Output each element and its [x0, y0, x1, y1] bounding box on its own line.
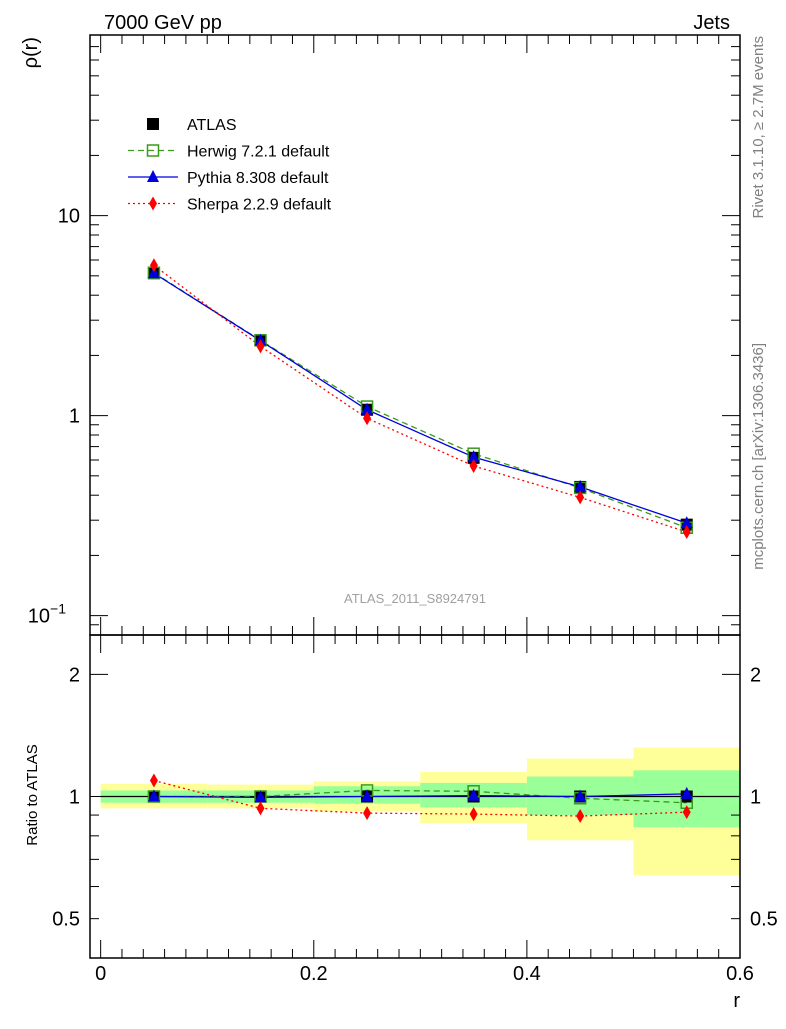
main-point-pythia-0: [147, 266, 160, 279]
main-point-sherpa-5: [682, 524, 691, 539]
ratio-point-sherpa-5: [682, 805, 691, 820]
main-point-sherpa-0: [149, 258, 158, 273]
ratio-series-line-herwig: [153, 789, 687, 804]
legend-marker-atlas: [147, 118, 159, 130]
ratio-series-line-pythia: [153, 793, 687, 799]
main-y-tick-exp-0: −1: [50, 601, 66, 617]
ratio-series-line-sherpa: [153, 779, 687, 817]
main-axes: 10−1 1 10: [28, 34, 741, 636]
main-series-line-sherpa: [153, 264, 687, 533]
legend-label-sherpa: Sherpa 2.2.9 default: [187, 197, 332, 214]
header-right: Jets: [693, 12, 730, 34]
main-series-line-herwig: [153, 272, 687, 529]
ratio-point-pythia-0: [147, 789, 160, 802]
ratio-y-tick-label-right-2: 2: [750, 664, 761, 686]
main-point-pythia-3: [467, 450, 480, 463]
ratio-point-pythia-1: [254, 790, 267, 803]
ratio-bands: [100, 747, 740, 876]
ratio-point-sherpa-4: [576, 809, 585, 824]
ratio-y-tick-label-left-1: 1: [69, 787, 80, 809]
ratio-point-sherpa-2: [363, 806, 372, 821]
ratio-point-pythia-2: [361, 789, 374, 802]
ratio-y-tick-label-left-0: 0.5: [52, 909, 80, 931]
main-point-sherpa-4: [576, 490, 585, 505]
legend-label-atlas: ATLAS: [187, 117, 237, 134]
legend-label-herwig: Herwig 7.2.1 default: [187, 144, 330, 161]
x-tick-label-3: 0.6: [726, 963, 754, 985]
legend-label-pythia: Pythia 8.308 default: [187, 170, 329, 187]
main-y-axis-label: ρ(r): [20, 37, 42, 68]
ratio-point-pythia-3: [467, 788, 480, 801]
ratio-point-pythia-5: [680, 786, 693, 799]
main-point-sherpa-1: [256, 339, 265, 354]
ratio-y-axis-label: Ratio to ATLAS: [24, 744, 41, 845]
ratio-axes: 0.5 0.5 1 1 2 2 0 0.2 0.4 0.6: [52, 634, 778, 985]
main-y-tick-label-0: 10−1: [28, 601, 66, 628]
ratio-point-pythia-4: [574, 789, 587, 802]
ratio-point-sherpa-1: [256, 801, 265, 816]
main-plot-area: [147, 258, 693, 539]
legend: ATLAS Herwig 7.2.1 default Pythia 8.308 de…: [128, 117, 332, 214]
main-series-line-pythia: [153, 272, 687, 524]
main-point-pythia-4: [574, 479, 587, 492]
main-point-pythia-5: [680, 516, 693, 529]
ratio-point-sherpa-3: [469, 807, 478, 822]
main-point-sherpa-2: [363, 411, 372, 426]
ratio-plot-area: [100, 773, 740, 824]
main-point-pythia-2: [361, 402, 374, 415]
legend-marker-herwig: [146, 144, 160, 157]
main-y-tick-label-2: 10: [58, 206, 80, 228]
watermark: ATLAS_2011_S8924791: [344, 591, 486, 606]
ratio-y-tick-label-left-2: 2: [69, 664, 80, 686]
legend-marker-pythia: [147, 170, 159, 182]
main-y-tick-label-1: 1: [69, 406, 80, 428]
main-point-sherpa-3: [469, 458, 478, 473]
x-tick-label-2: 0.4: [513, 963, 541, 985]
x-tick-label-0: 0: [95, 963, 106, 985]
ratio-y-tick-label-right-0: 0.5: [750, 909, 778, 931]
x-tick-label-1: 0.2: [300, 963, 328, 985]
rivet-label: Rivet 3.1.10, ≥ 2.7M events: [750, 36, 767, 219]
ratio-point-sherpa-0: [149, 773, 158, 788]
header-left: 7000 GeV pp: [104, 12, 222, 34]
x-axis-label: r: [733, 990, 740, 1012]
mcplots-label: mcplots.cern.ch [arXiv:1306.3436]: [750, 343, 767, 570]
legend-marker-sherpa: [149, 196, 157, 211]
ratio-y-tick-label-right-1: 1: [750, 787, 761, 809]
